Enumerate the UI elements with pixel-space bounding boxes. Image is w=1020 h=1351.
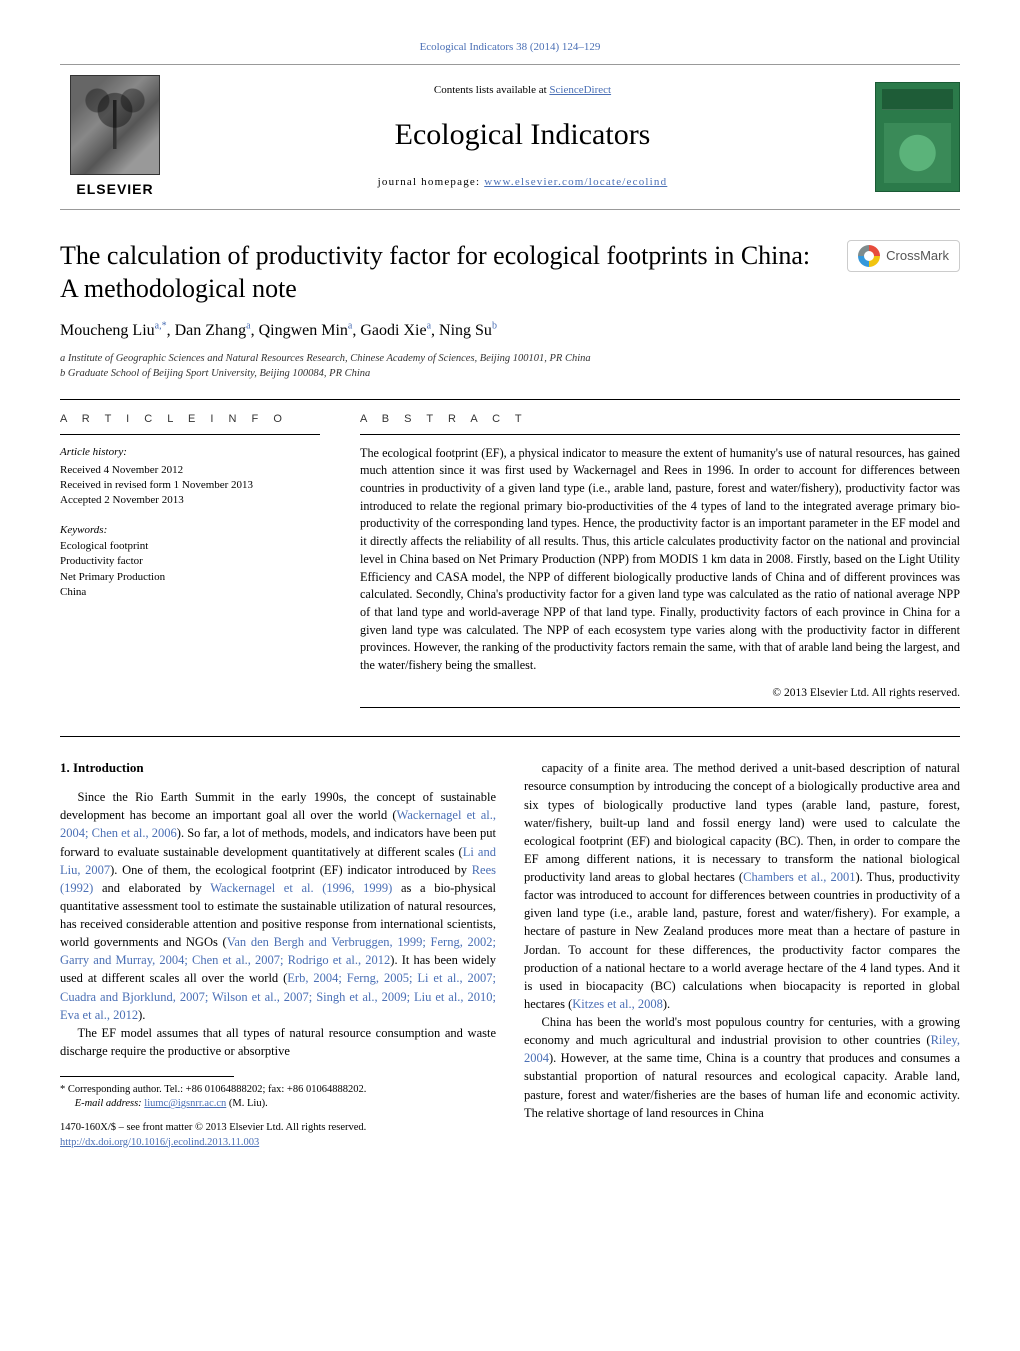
journal-homepage: journal homepage: www.elsevier.com/locat… <box>170 175 875 191</box>
body-p4: China has been the world's most populous… <box>524 1013 960 1122</box>
crossmark-badge[interactable]: CrossMark <box>847 240 960 272</box>
contents-prefix: Contents lists available at <box>434 84 549 96</box>
intro-heading: 1. Introduction <box>60 759 496 778</box>
elsevier-tree-icon <box>70 75 160 175</box>
journal-header: ELSEVIER Contents lists available at Sci… <box>60 64 960 210</box>
history-revised: Received in revised form 1 November 2013 <box>60 478 320 493</box>
history-accepted: Accepted 2 November 2013 <box>60 493 320 508</box>
keyword-3: Net Primary Production <box>60 570 320 585</box>
affiliation-b: b Graduate School of Beijing Sport Unive… <box>60 367 960 381</box>
homepage-prefix: journal homepage: <box>378 176 485 188</box>
article-info-label: A R T I C L E I N F O <box>60 412 320 428</box>
footnote-contact: * Corresponding author. Tel.: +86 010648… <box>60 1083 496 1097</box>
keyword-1: Ecological footprint <box>60 539 320 554</box>
footer-block: 1470-160X/$ – see front matter © 2013 El… <box>60 1121 496 1149</box>
corresponding-author-footnote: * Corresponding author. Tel.: +86 010648… <box>60 1083 496 1111</box>
body-p2: The EF model assumes that all types of n… <box>60 1024 496 1060</box>
keyword-4: China <box>60 585 320 600</box>
article-body: 1. Introduction Since the Rio Earth Summ… <box>60 759 960 1149</box>
affiliations: a Institute of Geographic Sciences and N… <box>60 352 960 380</box>
front-matter-line: 1470-160X/$ – see front matter © 2013 El… <box>60 1121 496 1135</box>
email-link[interactable]: liumc@igsnrr.ac.cn <box>144 1098 226 1109</box>
body-p1: Since the Rio Earth Summit in the early … <box>60 788 496 1024</box>
journal-cover-icon <box>875 82 960 192</box>
sciencedirect-link[interactable]: ScienceDirect <box>549 84 611 96</box>
keyword-2: Productivity factor <box>60 554 320 569</box>
affiliation-a: a Institute of Geographic Sciences and N… <box>60 352 960 366</box>
cite-7: Chambers et al., 2001 <box>743 870 855 884</box>
email-suffix: (M. Liu). <box>226 1098 267 1109</box>
body-p3: capacity of a finite area. The method de… <box>524 759 960 1013</box>
history-received: Received 4 November 2012 <box>60 463 320 478</box>
history-label: Article history: <box>60 445 320 461</box>
publisher-logo: ELSEVIER <box>60 75 170 199</box>
authors: Moucheng Liua,*, Dan Zhanga, Qingwen Min… <box>60 319 960 342</box>
crossmark-label: CrossMark <box>886 247 949 266</box>
contents-line: Contents lists available at ScienceDirec… <box>170 83 875 99</box>
copyright-line: © 2013 Elsevier Ltd. All rights reserved… <box>360 685 960 702</box>
publisher-name: ELSEVIER <box>76 179 153 199</box>
email-label: E-mail address: <box>75 1098 145 1109</box>
homepage-link[interactable]: www.elsevier.com/locate/ecolind <box>484 176 667 188</box>
article-title: The calculation of productivity factor f… <box>60 240 820 305</box>
doi-link[interactable]: http://dx.doi.org/10.1016/j.ecolind.2013… <box>60 1137 259 1148</box>
citation-top: Ecological Indicators 38 (2014) 124–129 <box>60 40 960 56</box>
cite-8: Kitzes et al., 2008 <box>572 997 663 1011</box>
crossmark-icon <box>858 245 880 267</box>
abstract-text: The ecological footprint (EF), a physica… <box>360 445 960 675</box>
journal-name: Ecological Indicators <box>170 113 875 157</box>
abstract-label: A B S T R A C T <box>360 412 960 428</box>
cite-4: Wackernagel et al. (1996, 1999) <box>210 881 392 895</box>
keywords-label: Keywords: <box>60 523 320 539</box>
